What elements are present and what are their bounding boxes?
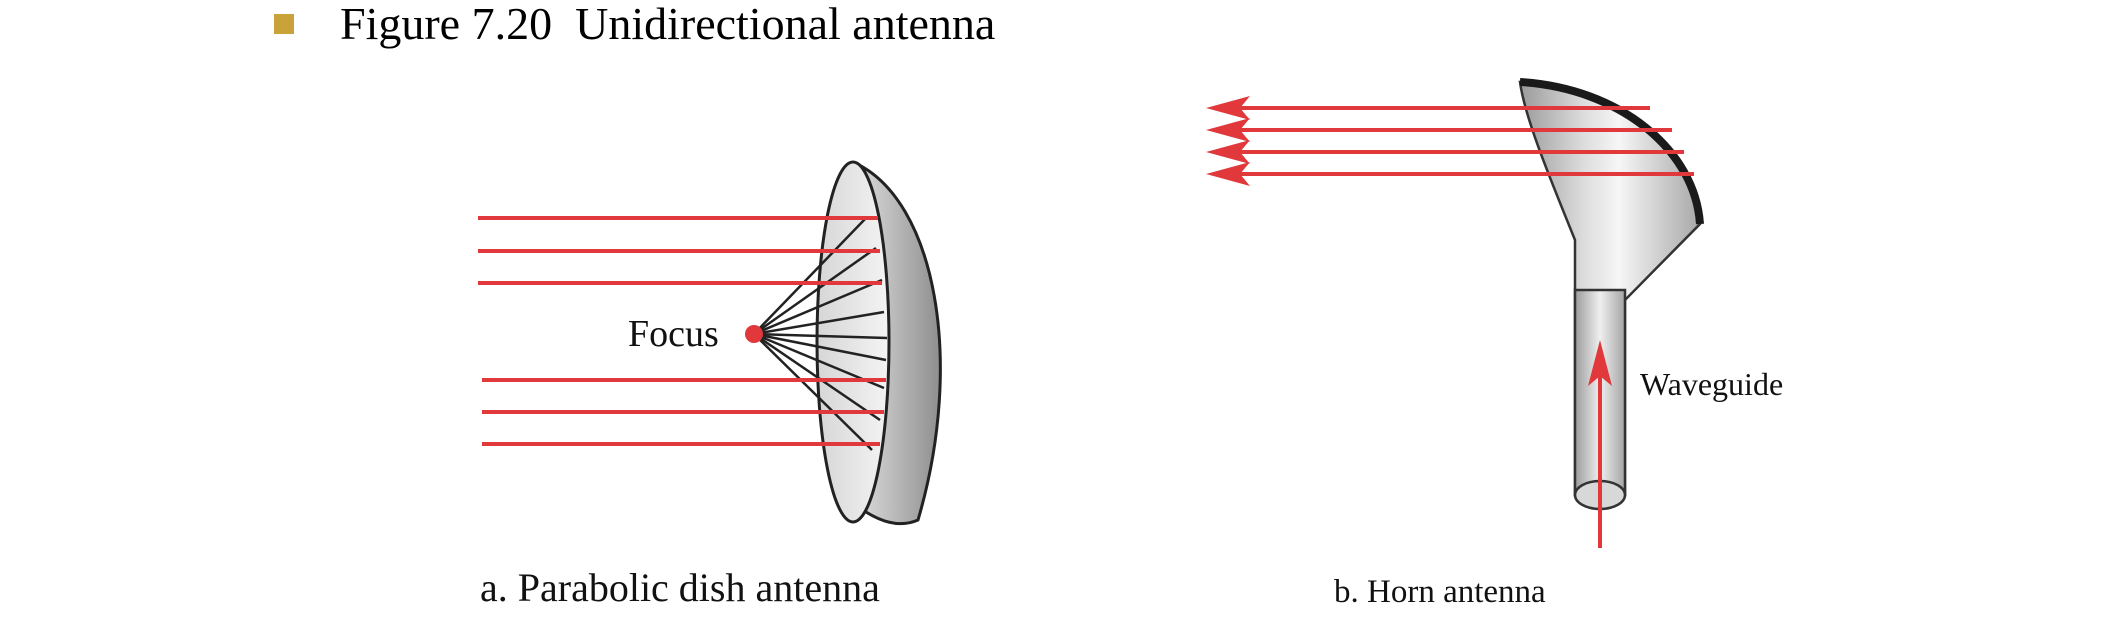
horn-outgoing-rays: [1240, 106, 1694, 176]
figure-title: Figure 7.20 Unidirectional antenna: [340, 0, 996, 49]
waveguide-label: Waveguide: [1640, 366, 1784, 402]
dish-incoming-rays: [478, 216, 886, 446]
parabolic-dish-antenna: [478, 160, 942, 526]
bullet-marker: [274, 14, 294, 34]
focus-label: Focus: [628, 313, 719, 355]
focus-point: [745, 325, 763, 343]
waveguide-feed-arrowhead: [1588, 340, 1612, 386]
horn-antenna: [1206, 78, 1704, 548]
dish-caption: a. Parabolic dish antenna: [480, 565, 880, 610]
horn-reflector-edge: [1519, 78, 1704, 225]
horn-caption: b. Horn antenna: [1334, 574, 1546, 610]
horn-ray-arrowheads: [1206, 96, 1250, 186]
